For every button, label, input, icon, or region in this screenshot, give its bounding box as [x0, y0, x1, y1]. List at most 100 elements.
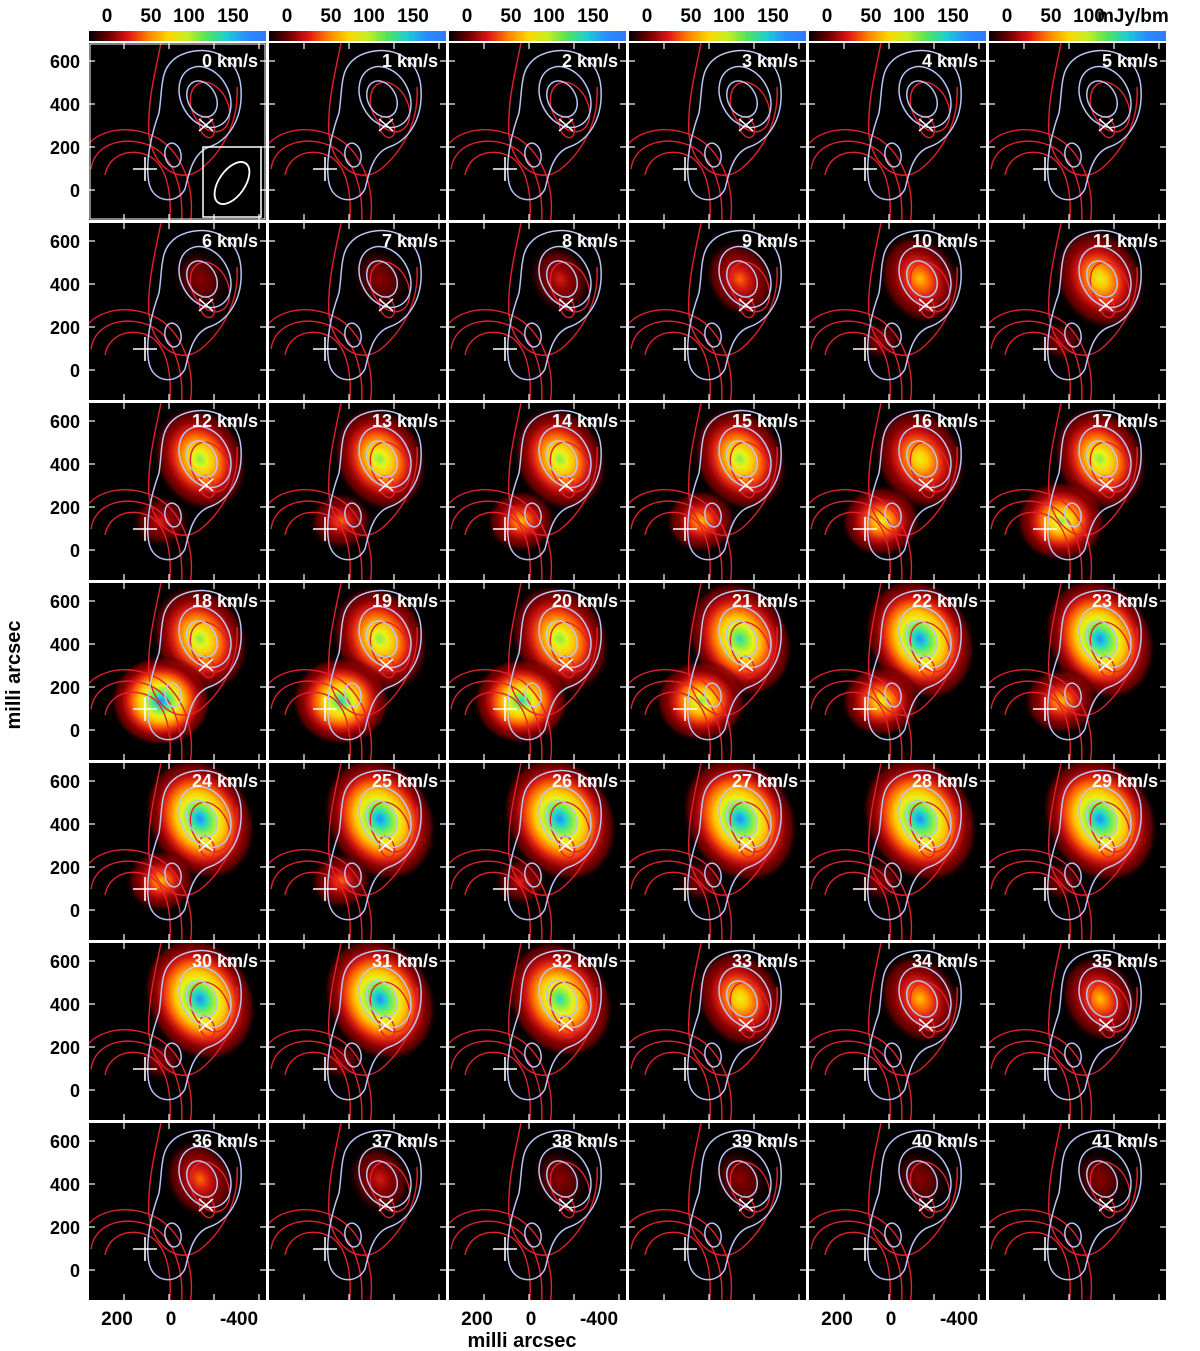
blue-contour — [866, 949, 962, 1101]
blue-contour — [718, 425, 772, 489]
red-contour — [629, 489, 733, 580]
blue-contour — [146, 229, 242, 381]
red-contour — [809, 669, 913, 760]
red-contour — [824, 691, 891, 760]
red-contour — [1089, 261, 1131, 313]
x-marker-icon — [738, 298, 754, 312]
x-marker-icon — [198, 478, 214, 492]
blue-contour — [164, 862, 182, 888]
blue-contour — [726, 260, 758, 298]
velocity-label: 31 km/s — [372, 951, 438, 971]
panel-ticks — [89, 583, 266, 760]
red-contour — [90, 140, 183, 220]
colorbar-tick-label: 0 — [462, 6, 473, 27]
red-contour — [284, 871, 351, 940]
plus-marker-icon — [493, 1237, 517, 1261]
red-contour — [1004, 871, 1071, 940]
blue-contour — [358, 785, 412, 849]
channel-panel: 12 km/s — [89, 403, 266, 580]
red-contour — [1004, 331, 1071, 400]
red-contour — [1089, 801, 1131, 853]
x-marker-icon — [378, 298, 394, 312]
blue-contours — [1046, 49, 1142, 201]
red-contour — [824, 331, 891, 400]
red-contour — [104, 691, 171, 760]
channel-panel: 29 km/s — [989, 763, 1166, 940]
y-tick-label: 0 — [70, 901, 80, 921]
channel-panel: 0 km/s — [89, 43, 266, 220]
blue-contour — [164, 1042, 182, 1068]
emission-nw — [527, 242, 593, 316]
blue-contour — [1046, 589, 1142, 741]
red-contour — [284, 331, 351, 400]
blue-contour — [538, 965, 592, 1029]
blue-contour — [178, 65, 232, 129]
blue-contours — [1046, 1129, 1142, 1281]
red-contours — [989, 223, 1138, 400]
blue-contour — [898, 965, 952, 1029]
velocity-label: 14 km/s — [552, 411, 618, 431]
plus-marker-icon — [1033, 157, 1057, 181]
blue-contours — [326, 769, 422, 921]
blue-contour — [718, 605, 772, 669]
plus-marker-icon — [853, 877, 877, 901]
x-marker-icon — [738, 1018, 754, 1032]
plus-marker-icon — [313, 697, 337, 721]
red-contour — [90, 1220, 183, 1300]
plus-marker-icon — [133, 1057, 157, 1081]
colorbar-gradient — [989, 31, 1166, 41]
plus-marker-icon — [673, 877, 697, 901]
panel-ticks — [89, 403, 266, 580]
blue-contour — [686, 1129, 782, 1281]
panel-ticks — [629, 1123, 806, 1300]
red-contour — [270, 1040, 363, 1120]
red-contour — [89, 1029, 193, 1120]
emission-nw — [1053, 227, 1147, 331]
red-contour — [810, 680, 903, 760]
x-tick-label: 200 — [461, 1309, 493, 1330]
blue-contours — [146, 589, 242, 741]
panel-ticks — [809, 43, 986, 220]
blue-contours — [866, 589, 962, 741]
red-contour — [450, 860, 543, 940]
plus-marker-icon — [1033, 1237, 1057, 1261]
plus-marker-icon — [1033, 697, 1057, 721]
panel-ticks — [449, 583, 626, 760]
emission-se — [110, 655, 212, 747]
channel-panel: 23 km/s — [989, 583, 1166, 760]
red-contours — [629, 43, 778, 220]
red-contour — [450, 1220, 543, 1300]
blue-contour — [358, 1145, 412, 1209]
blue-contour — [326, 229, 422, 381]
blue-contour — [718, 1145, 772, 1209]
y-tick-label: 600 — [50, 1132, 80, 1152]
blue-contour — [506, 1129, 602, 1281]
red-contour — [189, 81, 231, 133]
velocity-label: 41 km/s — [1092, 1131, 1158, 1151]
blue-contours — [686, 49, 782, 201]
plus-marker-icon — [133, 697, 157, 721]
blue-contour — [538, 785, 592, 849]
y-tick-label: 0 — [70, 721, 80, 741]
blue-contour — [178, 785, 232, 849]
blue-contour — [1086, 1160, 1118, 1198]
x-marker-icon — [558, 1018, 574, 1032]
x-tick-label: 200 — [101, 1309, 133, 1330]
blue-contour — [146, 409, 242, 561]
blue-contour — [718, 785, 772, 849]
velocity-label: 15 km/s — [732, 411, 798, 431]
red-contour — [990, 140, 1083, 220]
blue-contour — [898, 1145, 952, 1209]
x-marker-icon — [918, 1198, 934, 1212]
red-contour — [464, 871, 531, 940]
colorbar: 0 50 100 150 — [809, 6, 986, 41]
red-contour — [990, 680, 1083, 760]
panel-ticks — [89, 223, 266, 400]
emission-nw — [1071, 1147, 1129, 1211]
blue-contour — [898, 605, 952, 669]
panel-ticks — [809, 223, 986, 400]
blue-contour — [164, 1222, 182, 1248]
axis-labels: milli arcsec milli arcsec 600 400 200 0 600 4… — [3, 52, 978, 1351]
blue-contours — [506, 409, 602, 561]
